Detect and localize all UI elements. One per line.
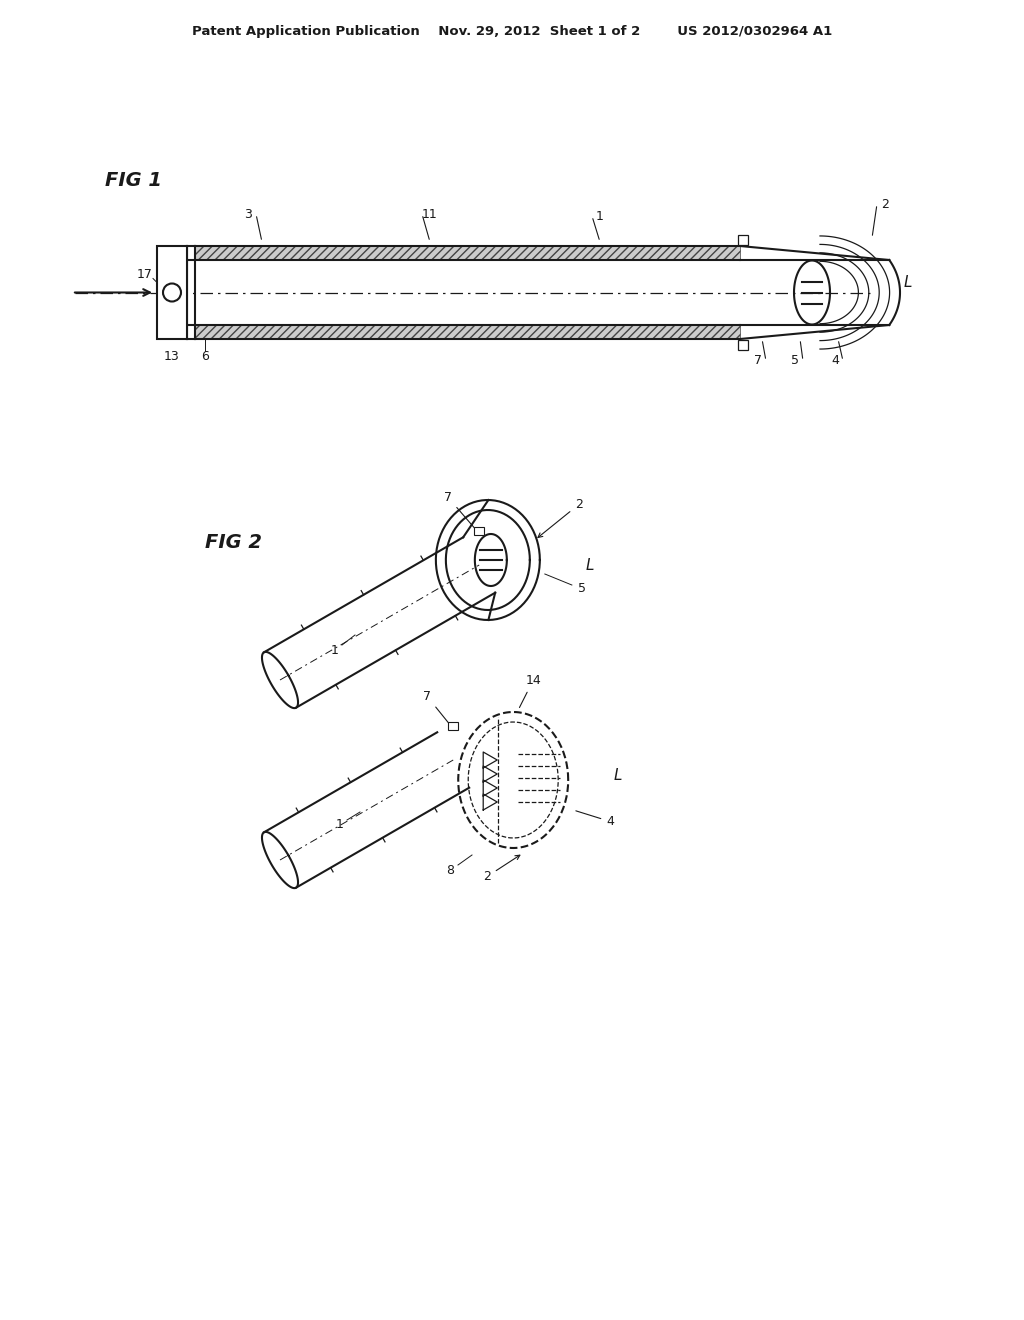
Text: 1: 1 [331, 644, 339, 656]
Text: 2: 2 [483, 855, 520, 883]
Text: 5: 5 [791, 355, 799, 367]
Text: 3: 3 [244, 207, 252, 220]
Text: 1: 1 [336, 818, 344, 832]
Text: L: L [586, 557, 594, 573]
Text: 7: 7 [423, 690, 449, 723]
Circle shape [163, 284, 181, 301]
Text: 5: 5 [578, 582, 586, 594]
Bar [738, 235, 748, 246]
Text: L: L [614, 767, 623, 783]
Text: 6: 6 [201, 351, 209, 363]
Text: 17: 17 [137, 268, 153, 281]
Text: 7: 7 [444, 491, 474, 528]
Text: 13: 13 [164, 351, 180, 363]
Text: 11: 11 [422, 207, 438, 220]
Text: FIG 1: FIG 1 [105, 170, 162, 190]
Text: FIG 2: FIG 2 [205, 532, 262, 552]
Bar [474, 527, 484, 535]
Text: L: L [904, 275, 912, 290]
Bar [157, 246, 187, 339]
Text: 2: 2 [538, 498, 583, 537]
Bar [195, 246, 740, 260]
Bar [738, 341, 748, 350]
Bar [195, 325, 740, 339]
Text: 1: 1 [596, 210, 604, 223]
Text: 2: 2 [881, 198, 889, 210]
Text: 14: 14 [519, 675, 541, 708]
Text: 8: 8 [446, 863, 454, 876]
Text: 4: 4 [575, 810, 614, 828]
Bar [449, 722, 458, 730]
Text: 7: 7 [754, 355, 762, 367]
Text: 4: 4 [831, 355, 839, 367]
Text: Patent Application Publication    Nov. 29, 2012  Sheet 1 of 2        US 2012/030: Patent Application Publication Nov. 29, … [191, 25, 833, 38]
